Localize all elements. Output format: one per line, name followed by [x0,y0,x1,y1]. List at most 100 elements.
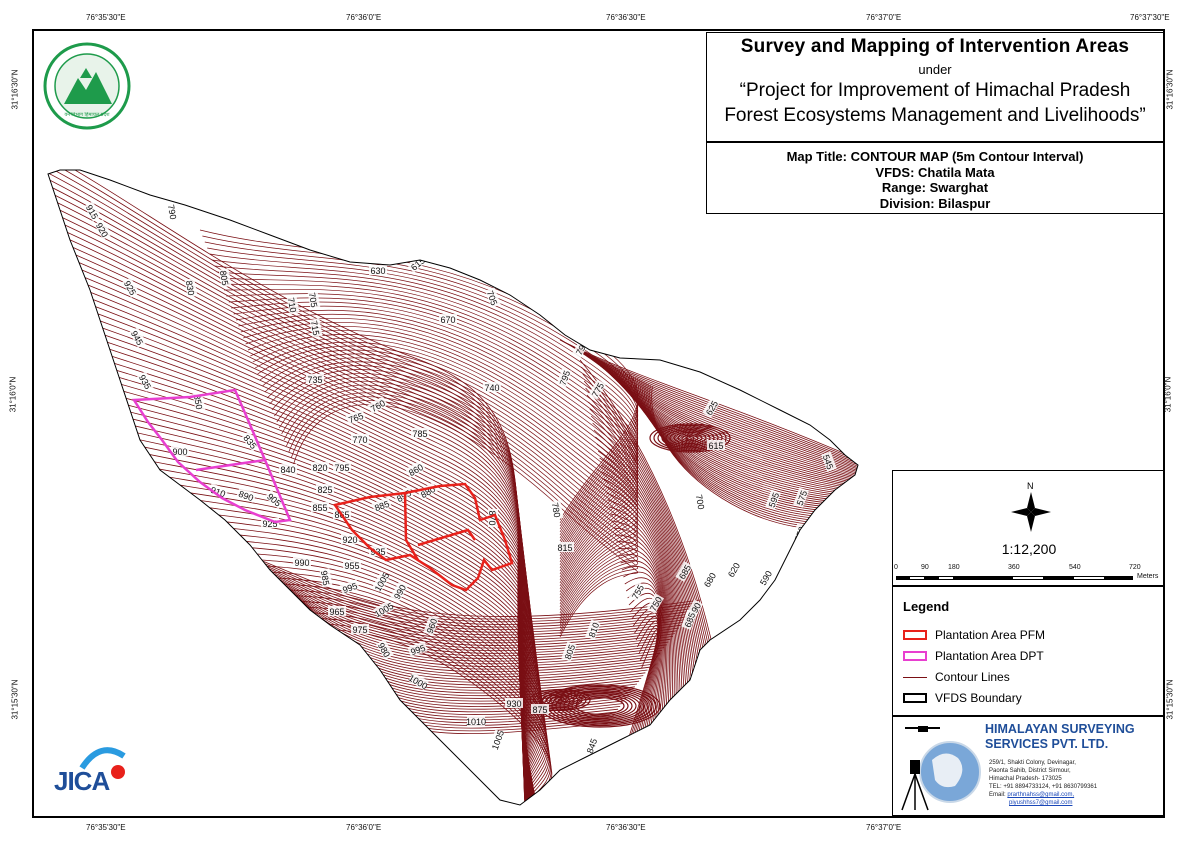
contour-label: 545 [821,453,836,471]
scale-tick-0: 0 [894,564,898,571]
map-main-title: Survey and Mapping of Intervention Areas [740,36,1130,57]
contour-label: 975 [352,625,367,635]
contour-label: 815 [557,543,572,553]
contour-label-bg [279,464,297,474]
contour-label: 710 [286,297,298,314]
north-label: N [1027,481,1034,491]
coord-top-4: 76°37'0"E [866,13,902,22]
email-link-1[interactable]: prarthnahss@gmail.com, [1007,792,1075,798]
legend-item-contour: Contour Lines [903,669,1010,685]
contour-label-bg [724,559,742,580]
contour-label-bg [345,409,366,425]
contour-label: 700 [694,494,706,511]
contour-line [88,394,541,805]
email-link-2[interactable]: piyushhss7@gmail.com [1009,800,1073,806]
contour-line [90,401,541,805]
contour-line [235,309,639,566]
legend-label: Plantation Area PFM [935,628,1046,642]
project-line-1: “Project for Improvement of Himachal Pra… [739,80,1131,101]
contour-label: 705 [307,292,319,309]
contour-label-bg [307,290,321,310]
contour-label-bg [309,318,323,338]
contour-label-bg [423,615,439,636]
contour-line [69,296,541,805]
addr-line-3: Himachal Pradesh- 173025 [989,776,1062,782]
contour-label: 925 [262,519,277,529]
contour-label: 995 [341,581,359,596]
contour-label: 900 [172,447,187,457]
contour-line [257,345,639,593]
contour-label-bg [343,560,361,570]
plantation-area-pfm [332,482,514,592]
contour-label: 795 [558,369,573,387]
company-address: 259/1, Shakti Colony, Devinagar, Paonta … [989,759,1097,807]
contour-label: 890 [237,489,255,504]
coord-bottom-2: 76°36'0"E [346,823,382,832]
contour-line [98,443,541,805]
contour-label-bg [316,484,334,494]
contour-line [541,693,579,707]
contour-label-bg [208,483,229,499]
contour-line [219,277,639,545]
contour-line [240,317,639,572]
contour-label: 920 [342,535,357,545]
contour-line [559,339,858,681]
scale-bar [896,576,1133,580]
contour-label: 885 [373,499,391,514]
contour-label-bg [184,278,198,298]
contour-label-bg [236,487,257,503]
contour-line [101,457,541,805]
contour-label-bg [306,374,324,384]
contour-line [685,436,695,441]
contour-label: 790 [166,204,178,221]
coord-bottom-4: 76°37'0"E [866,823,902,832]
contour-label-bg [218,268,232,288]
contour-label-bg [137,371,155,392]
contour-label-bg [561,641,577,662]
contour-line [278,380,639,620]
contour-line [259,559,701,617]
contour-label-bg [765,489,781,510]
contour-label: 810 [587,621,602,639]
contour-label: 820 [312,463,327,473]
scale-unit: Meters [1137,573,1159,580]
email-label: Email: [989,792,1006,798]
contour-label-bg [556,367,572,388]
contour-line [86,380,541,805]
contour-label-bg [588,379,606,400]
contour-label-bg [286,295,300,315]
legend-label: Plantation Area DPT [935,649,1044,663]
contour-line [553,697,567,703]
scale-tick-90: 90 [921,564,929,571]
legend-label: Contour Lines [935,670,1010,684]
contour-line [301,601,669,657]
contour-label: 910 [209,485,227,500]
contour-label-bg [681,609,697,630]
vfds-text: VFDS: Chatila Mata [875,164,995,180]
contour-label-bg [694,492,708,512]
contour-label-bg [489,729,505,750]
contour-line [653,424,727,452]
contour-line [283,388,639,626]
contour-line [84,373,541,805]
contour-label: 960 [425,617,440,635]
contour-label-bg [408,672,429,690]
pfm-swatch [903,630,927,640]
contour-label-bg [339,579,360,595]
contour-label: 770 [352,435,367,445]
contour-label: 875 [532,705,547,715]
legend-item-pfm: Plantation Area PFM [903,627,1045,643]
contour-label: 805 [563,643,578,661]
contour-line [665,429,715,448]
contour-line [677,433,703,443]
contour-label-bg [793,487,809,508]
range-text: Range: Swarghat [881,180,989,195]
jica-logo-text: JICA [54,766,110,796]
contour-label-bg [390,581,408,602]
dpt-swatch [903,651,927,661]
coord-top-3: 76°36'30"E [606,13,646,22]
coord-right-2: 31°16'0"N [1163,376,1173,413]
contour-label-bg [369,265,387,275]
contour-label-bg [628,581,646,602]
contour-line [66,282,541,805]
